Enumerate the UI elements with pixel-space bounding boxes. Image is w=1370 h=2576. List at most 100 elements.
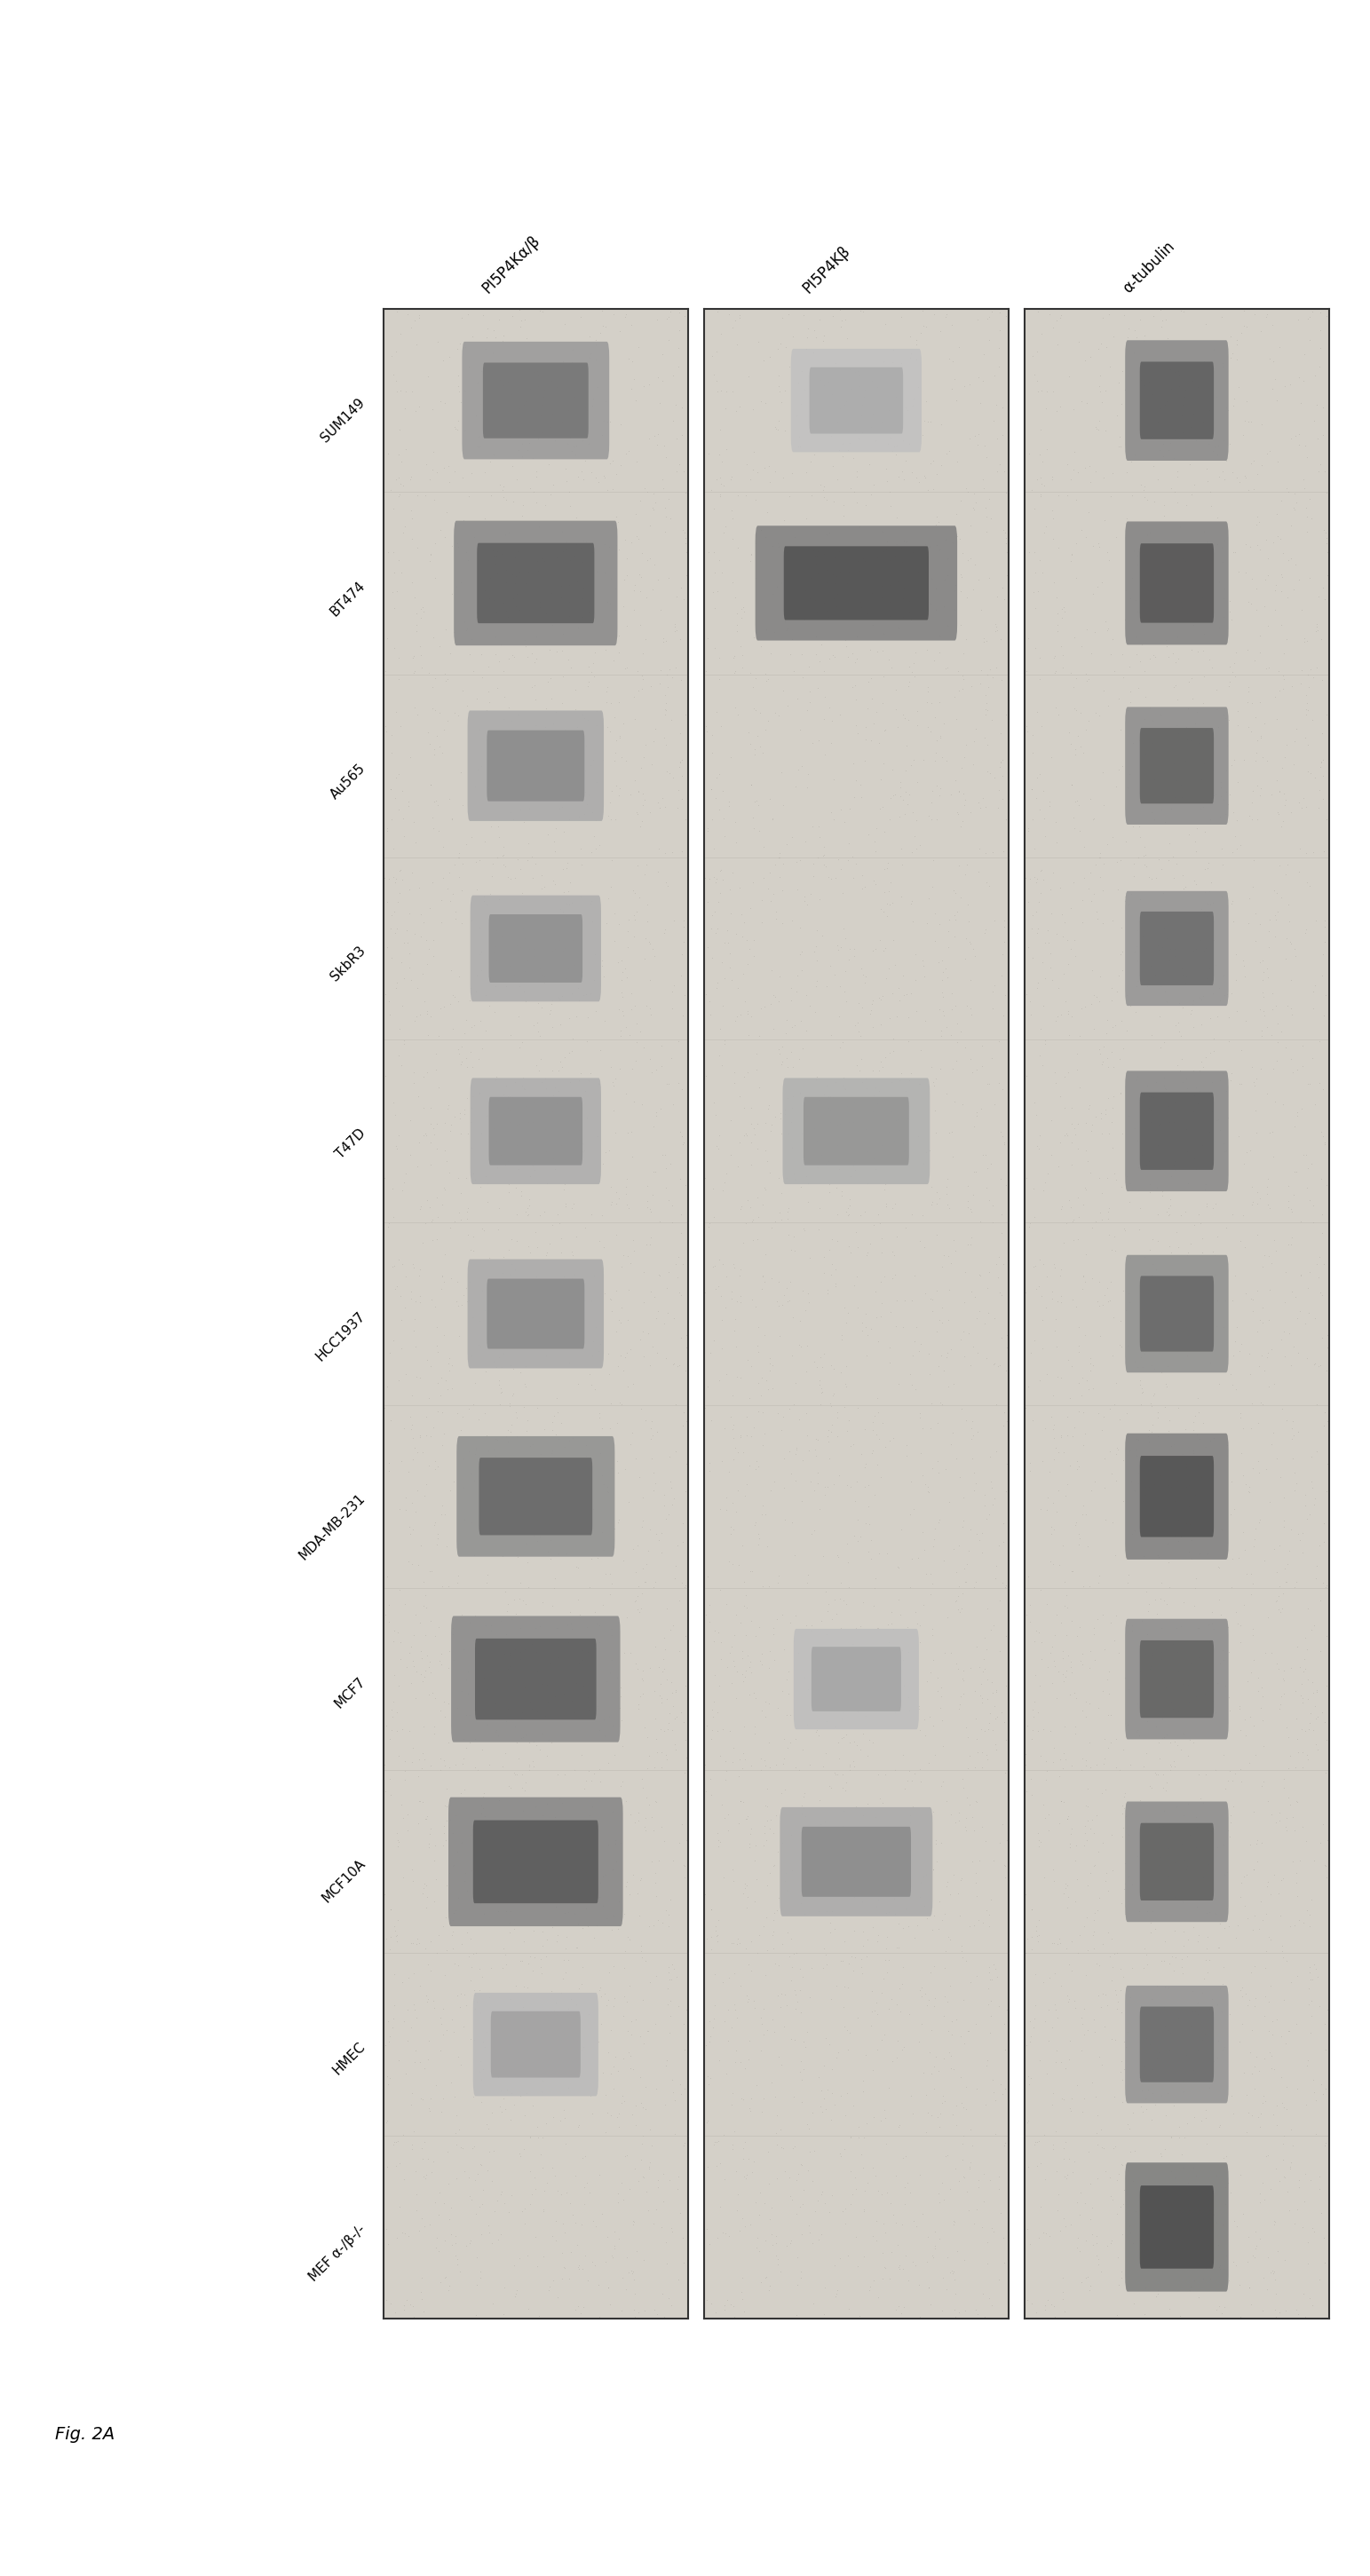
Point [467,1749,489,1790]
Point [570,2293,592,2334]
Point [1107,750,1129,791]
Point [729,868,751,909]
Point [1163,438,1185,479]
Point [411,1662,433,1703]
Point [1303,1672,1325,1713]
Point [673,580,695,621]
Point [462,1216,484,1257]
Point [501,1244,523,1285]
Point [832,1767,854,1808]
Point [1064,781,1086,822]
Point [510,1561,532,1602]
Point [1026,2146,1048,2187]
Point [780,1723,801,1765]
Point [514,1628,536,1669]
Point [1077,1525,1099,1566]
Point [1075,1234,1097,1275]
Point [797,1814,819,1855]
Point [1175,706,1197,747]
Point [970,662,992,703]
Point [1140,2022,1162,2063]
Point [875,448,897,489]
Point [1167,350,1189,392]
Point [767,1561,789,1602]
Point [384,891,406,933]
Point [1240,443,1262,484]
Point [808,1489,830,1530]
Point [926,719,948,760]
Point [940,1015,962,1056]
Point [662,657,684,698]
Point [808,1891,830,1932]
Point [952,1659,974,1700]
Point [497,361,519,402]
Point [814,1473,836,1515]
Point [637,1311,659,1352]
Point [1110,1074,1132,1115]
Point [759,853,781,894]
Point [1018,927,1040,969]
Point [544,809,566,850]
Point [492,1236,514,1278]
Point [982,1839,1004,1880]
Point [996,1703,1018,1744]
Point [460,453,482,495]
Point [1177,688,1199,729]
Point [886,1097,908,1139]
Point [484,634,506,675]
Point [434,1695,456,1736]
Point [593,1530,615,1571]
Point [1108,425,1130,466]
Point [964,935,986,976]
Point [1303,1185,1325,1226]
Point [948,670,970,711]
Point [407,1471,429,1512]
Point [610,1010,632,1051]
Point [1044,801,1066,842]
Point [499,1437,521,1479]
Point [1164,665,1186,706]
Point [534,1234,556,1275]
Point [862,1090,884,1131]
Point [1259,2032,1281,2074]
Point [592,291,614,332]
Point [430,2092,452,2133]
Point [985,611,1007,652]
Point [854,368,875,410]
Point [1129,1847,1151,1888]
Point [416,1945,438,1986]
Point [847,1723,869,1765]
Point [1070,1376,1092,1417]
Point [1163,742,1185,783]
Point [493,2267,515,2308]
Point [1182,1007,1204,1048]
Point [1060,1651,1082,1692]
Point [596,902,618,943]
Point [826,1193,848,1234]
Point [1060,1551,1082,1592]
Point [475,974,497,1015]
Point [1267,1589,1289,1631]
Point [841,2174,863,2215]
Point [482,531,504,572]
Point [1189,788,1211,829]
Point [936,1597,958,1638]
Point [1226,340,1248,381]
Point [1136,1734,1158,1775]
Point [717,1808,738,1850]
Point [438,853,460,894]
Point [1160,2184,1182,2226]
Point [880,863,901,904]
Point [907,690,929,732]
Point [703,1999,725,2040]
Point [1188,1754,1210,1795]
Point [1103,1932,1125,1973]
Point [871,2020,893,2061]
Point [1074,1739,1096,1780]
Point [815,515,837,556]
Point [740,533,762,574]
Point [1156,1522,1178,1564]
Point [1193,742,1215,783]
Point [1080,461,1101,502]
Point [1275,1798,1297,1839]
